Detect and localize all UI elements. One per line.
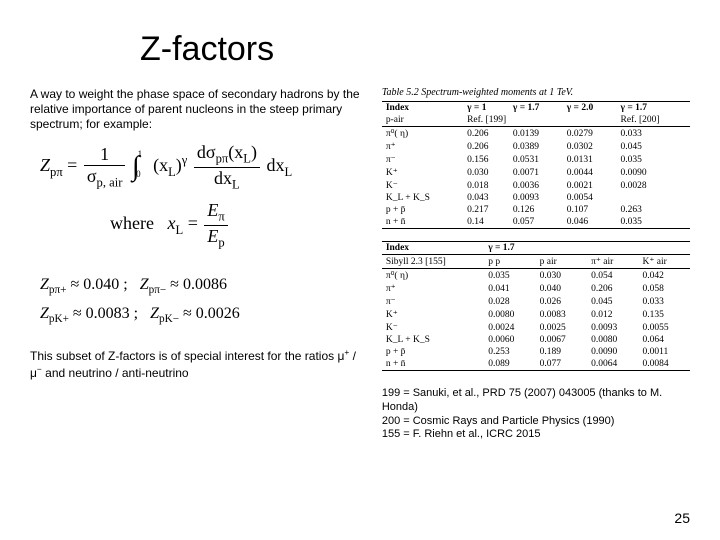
- closing-text: This subset of Z-factors is of special i…: [30, 347, 364, 381]
- left-column: A way to weight the phase space of secon…: [30, 87, 364, 442]
- equation-zpk: ZpK+ ≈ 0.0083 ; ZpK− ≈ 0.0026: [40, 305, 364, 325]
- table-row: π⁰( η)0.0350.0300.0540.042: [382, 269, 690, 282]
- table-row: K⁻0.0180.00360.00210.0028: [382, 179, 690, 192]
- table-row: π⁺0.0410.0400.2060.058: [382, 282, 690, 295]
- equation-zpp: Zpπ = 1σp, air ∫10 (xL)γ dσpπ(xL) dxL dx…: [40, 142, 364, 192]
- page-title: Z-factors: [140, 30, 690, 69]
- ref-200: 200 = Cosmic Rays and Particle Physics (…: [382, 415, 690, 429]
- table-row: n + n̄0.140.0570.0460.035: [382, 216, 690, 229]
- right-column: Table 5.2 Spectrum-weighted moments at 1…: [382, 87, 690, 442]
- table-row: K_L + K_S0.00600.00670.00800.064: [382, 334, 690, 346]
- table-row: π⁻0.1560.05310.01310.035: [382, 153, 690, 166]
- table-row: π⁺0.2060.03890.03020.045: [382, 140, 690, 153]
- table-row: π⁻0.0280.0260.0450.033: [382, 295, 690, 308]
- ref-155: 155 = F. Riehn et al., ICRC 2015: [382, 428, 690, 442]
- table-row: π⁰( η)0.2060.01390.02790.033: [382, 127, 690, 140]
- equation-xl: where xL = Eπ Ep: [110, 200, 364, 250]
- intro-text: A way to weight the phase space of secon…: [30, 87, 364, 132]
- table-row: p + p̄0.2170.1260.1070.263: [382, 204, 690, 216]
- equation-zpi: Zpπ+ ≈ 0.040 ; Zpπ− ≈ 0.0086: [40, 276, 364, 296]
- table-row: K_L + K_S0.0430.00930.0054: [382, 192, 690, 204]
- table-row: K⁺0.0300.00710.00440.0090: [382, 166, 690, 179]
- table-2: Indexγ = 1.7 Sibyll 2.3 [155] p p p air …: [382, 241, 690, 371]
- table-row: K⁻0.00240.00250.00930.0055: [382, 321, 690, 334]
- table1-caption: Table 5.2 Spectrum-weighted moments at 1…: [382, 87, 690, 101]
- page-number: 25: [674, 510, 690, 526]
- table-row: K⁺0.00800.00830.0120.135: [382, 308, 690, 321]
- ref-199: 199 = Sanuki, et al., PRD 75 (2007) 0430…: [382, 387, 690, 415]
- table-row: n + n̄0.0890.0770.00640.0084: [382, 358, 690, 371]
- references: 199 = Sanuki, et al., PRD 75 (2007) 0430…: [382, 387, 690, 442]
- table-row: p + p̄0.2530.1890.00900.0011: [382, 346, 690, 358]
- table-1: Index γ = 1 γ = 1.7 γ = 2.0 γ = 1.7 p-ai…: [382, 101, 690, 229]
